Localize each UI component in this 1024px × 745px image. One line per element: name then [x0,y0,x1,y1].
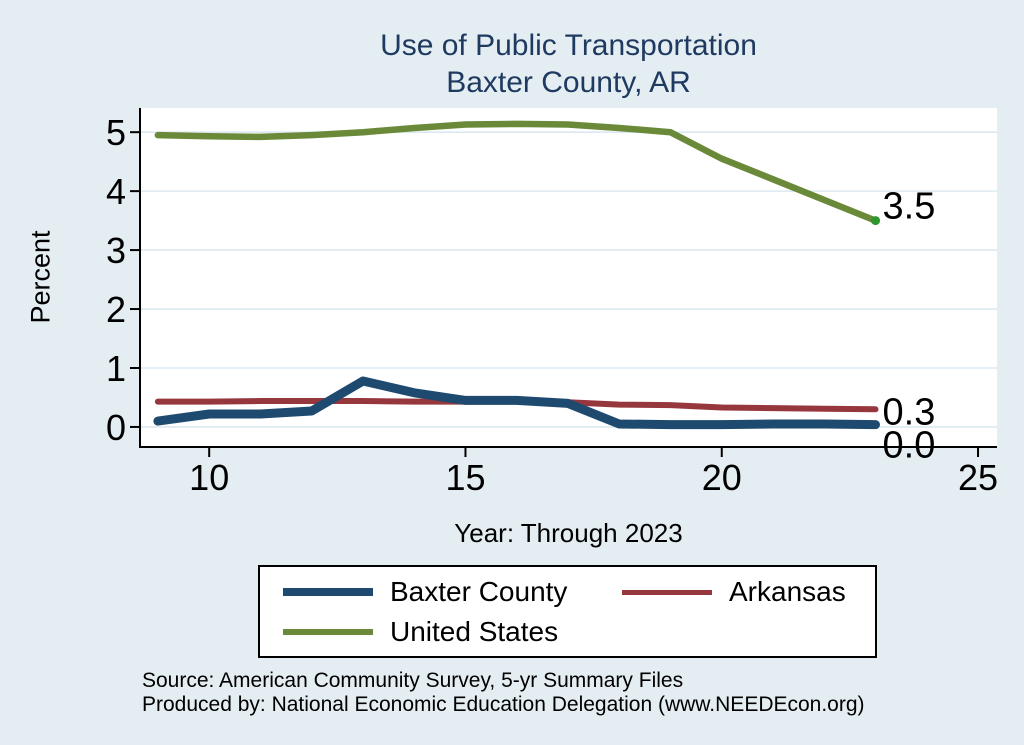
x-tick-label-10: 10 [189,457,229,498]
y-tick-label-4: 4 [106,171,126,212]
series-end-label-united-states: 3.5 [883,186,936,228]
plot-background [140,108,997,447]
chart-title: Use of Public Transportation Baxter Coun… [140,27,997,101]
y-tick-label-5: 5 [106,112,126,153]
legend-entry-united-states: United States [283,616,622,648]
y-tick-label-3: 3 [106,230,126,271]
series-end-label-baxter-county: 0.0 [883,425,936,467]
source-note-line2: Produced by: National Economic Education… [142,693,865,716]
legend-swatch-baxter-county [283,588,373,596]
x-tick-label-20: 20 [702,457,742,498]
x-axis-title: Year: Through 2023 [454,518,683,548]
legend-label-united-states: United States [390,616,559,647]
legend-row-1: Baxter County Arkansas [283,572,875,612]
y-tick-label-2: 2 [106,289,126,330]
source-notes: Source: American Community Survey, 5-yr … [142,669,865,717]
x-tick-label-15: 15 [445,457,485,498]
legend-entry-arkansas: Arkansas [622,576,846,608]
series-end-label-arkansas: 0.3 [883,391,936,433]
series-end-dot-united-states [871,216,881,226]
chart-title-line2: Baxter County, AR [446,66,691,99]
legend: Baxter County Arkansas United States [258,565,877,658]
series-line-baxter-county [153,376,880,430]
y-tick-label-1: 1 [106,348,126,389]
chart-title-line1: Use of Public Transportation [380,29,757,62]
legend-swatch-arkansas [622,589,712,595]
series-line-united-states [154,120,879,224]
legend-entry-baxter-county: Baxter County [283,576,622,608]
legend-label-arkansas: Arkansas [729,576,846,607]
legend-swatch-united-states [283,629,373,635]
y-tick-label-0: 0 [106,407,126,448]
source-note-line1: Source: American Community Survey, 5-yr … [142,669,684,692]
legend-label-baxter-county: Baxter County [390,576,568,607]
y-axis-title: Percent [25,230,56,324]
x-tick-label-25: 25 [958,457,998,498]
legend-row-2: United States [283,612,875,652]
